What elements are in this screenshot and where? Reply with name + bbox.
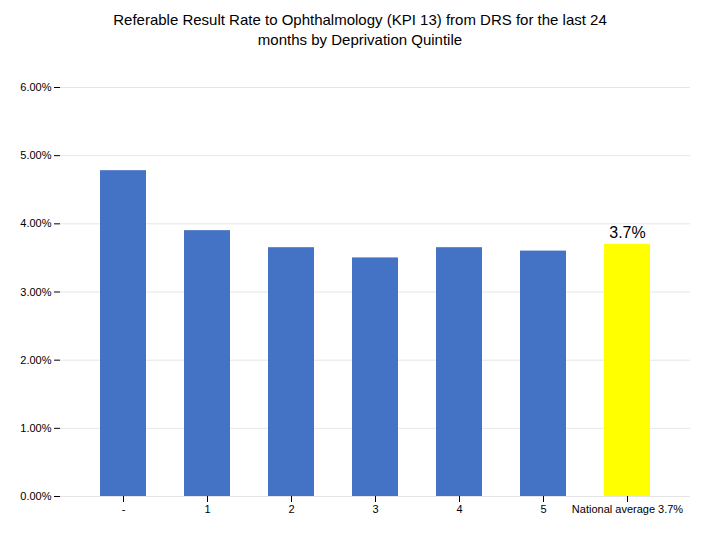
svg-text:3.00%: 3.00% bbox=[20, 285, 51, 297]
svg-text:1.00%: 1.00% bbox=[20, 421, 51, 433]
svg-text:2.00%: 2.00% bbox=[20, 353, 51, 365]
svg-text:6.00%: 6.00% bbox=[20, 81, 51, 93]
svg-text:National average 3.7%: National average 3.7% bbox=[572, 503, 684, 515]
svg-text:5: 5 bbox=[540, 503, 546, 515]
svg-text:3.7%: 3.7% bbox=[609, 224, 645, 241]
svg-text:2: 2 bbox=[288, 503, 294, 515]
html-text:Referable Result Rate to Ophth: Referable Result Rate to Ophthalmology (… bbox=[113, 11, 607, 49]
svg-text:4: 4 bbox=[456, 503, 462, 515]
svg-text:3: 3 bbox=[372, 503, 378, 515]
svg-text:4.00%: 4.00% bbox=[20, 217, 51, 229]
svg-text:5.00%: 5.00% bbox=[20, 149, 51, 161]
svg-text:-: - bbox=[122, 503, 126, 515]
svg-text:1: 1 bbox=[204, 503, 210, 515]
svg-text:0.00%: 0.00% bbox=[20, 490, 51, 502]
